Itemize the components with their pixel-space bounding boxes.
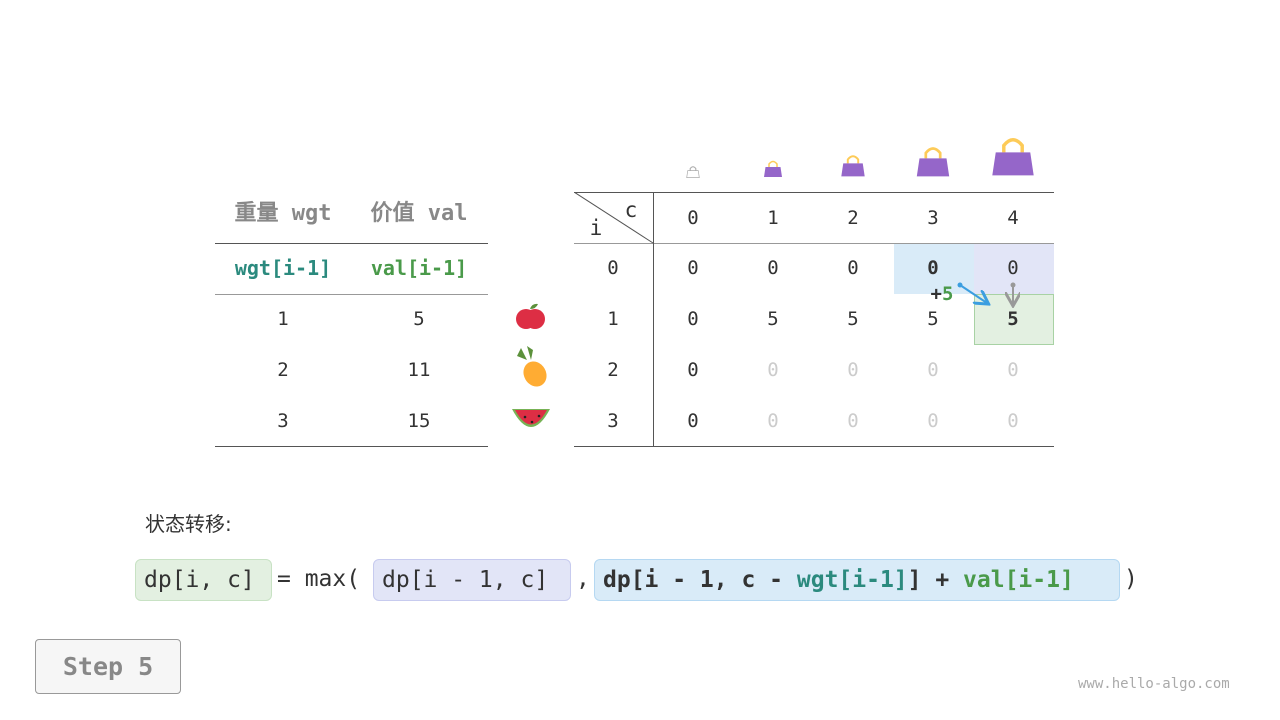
wgt-cell: 1 [277,308,289,330]
row-header: 1 [607,308,619,330]
dp-cell: 0 [1007,359,1019,381]
corner-diagonal [574,192,654,244]
add-value-annotation: +5 [931,283,954,305]
dp-cell: 0 [767,410,779,432]
pineapple-icon [517,346,547,387]
row-header: 2 [607,359,619,381]
col-header: 1 [767,207,779,229]
dp-cell: 0 [767,359,779,381]
transition-arrows [957,282,1020,310]
formula-close: ) [1124,566,1138,592]
dp-cell: 0 [687,359,699,381]
dp-cell: 0 [847,410,859,432]
formula-eq: = max( [277,566,361,592]
formula-arg2: dp[i - 1, c - wgt[i-1]] + val[i-1] [594,559,1120,601]
plus-value: 5 [942,283,954,305]
dp-cell: 0 [687,257,699,279]
header-weight: 重量 wgt [234,201,332,226]
arg2-wgt: wgt[i-1] [796,567,908,593]
watermelon-icon [512,409,550,427]
formula-label: 状态转移: [145,512,232,536]
apple-icon [516,303,545,329]
col-header: 3 [927,207,939,229]
dp-cell: 0 [927,410,939,432]
subheader-val: val[i-1] [370,256,468,280]
dp-cell: 0 [927,359,939,381]
corner-c-label: c [624,198,638,222]
row-header: 0 [607,257,619,279]
row-header: 3 [607,410,619,432]
val-cell: 11 [407,359,431,381]
dp-cell: 0 [1007,410,1019,432]
dp-cell: 5 [767,308,779,330]
dp-cell: 0 [847,359,859,381]
dp-cell: 5 [1007,308,1019,330]
wgt-cell: 3 [277,410,289,432]
dp-cell: 0 [687,308,699,330]
dp-cell: 0 [927,257,939,279]
bag-icon [916,146,950,177]
wgt-cell: 2 [277,359,289,381]
dp-cell: 5 [847,308,859,330]
formula-comma: , [576,566,590,592]
watermark: www.hello-algo.com [1078,676,1230,692]
header-value: 价值 val [370,201,468,226]
step-button[interactable]: Step 5 [35,639,181,694]
bag-icon [841,155,865,177]
col-header: 2 [847,207,859,229]
val-cell: 15 [407,410,431,432]
bag-icon [764,160,782,177]
arg2-text: dp[i - 1, c - [603,567,797,593]
bag-icon [992,138,1034,176]
bag-icon [686,165,700,178]
corner-i-label: i [589,216,603,240]
arg2-val: val[i-1] [963,567,1074,593]
subheader-wgt: wgt[i-1] [234,256,332,280]
dp-cell: 0 [1007,257,1019,279]
col-header: 0 [687,207,699,229]
dp-cell: 5 [927,308,939,330]
formula-lhs: dp[i, c] [135,559,272,601]
dp-cell: 0 [847,257,859,279]
arg2-text: ] + [907,567,964,593]
plus-sign: + [930,283,942,305]
dp-cell: 0 [767,257,779,279]
val-cell: 5 [413,308,425,330]
col-header: 4 [1007,207,1019,229]
formula-arg1: dp[i - 1, c] [373,559,571,601]
dp-cell: 0 [687,410,699,432]
